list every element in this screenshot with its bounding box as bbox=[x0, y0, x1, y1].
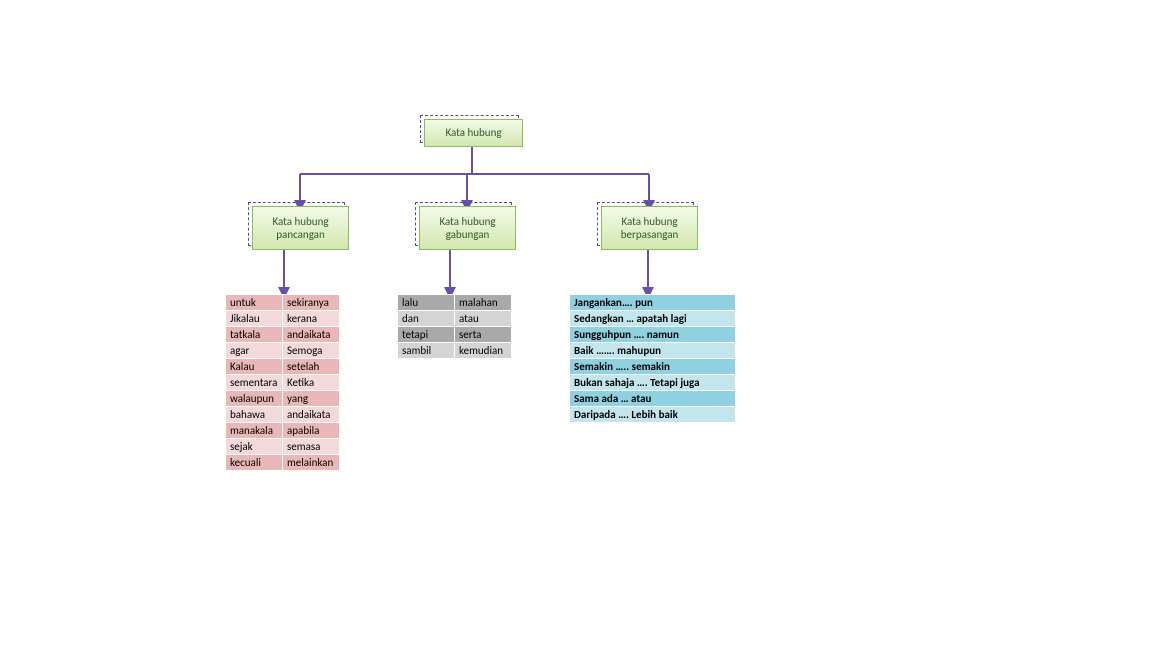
child-node-gabungan: Kata hubung gabungan bbox=[419, 206, 516, 250]
table-cell: dan bbox=[398, 311, 455, 327]
child-label: Kata hubung berpasangan bbox=[604, 215, 695, 241]
table-cell: Ketika bbox=[283, 375, 340, 391]
table-cell: Daripada …. Lebih baik bbox=[570, 407, 736, 423]
table-cell: Sedangkan … apatah lagi bbox=[570, 311, 736, 327]
table-cell: Sama ada … atau bbox=[570, 391, 736, 407]
table-cell: sejak bbox=[226, 439, 283, 455]
table-cell: kerana bbox=[283, 311, 340, 327]
table-cell: melainkan bbox=[283, 455, 340, 471]
table-cell: agar bbox=[226, 343, 283, 359]
table-cell: andaikata bbox=[283, 407, 340, 423]
table-cell: Semoga bbox=[283, 343, 340, 359]
table-cell: bahawa bbox=[226, 407, 283, 423]
table-cell: kemudian bbox=[455, 343, 512, 359]
table-cell: manakala bbox=[226, 423, 283, 439]
table-cell: Bukan sahaja …. Tetapi juga bbox=[570, 375, 736, 391]
table-cell: sambil bbox=[398, 343, 455, 359]
table-cell: setelah bbox=[283, 359, 340, 375]
child-node-pancangan: Kata hubung pancangan bbox=[252, 206, 349, 250]
table-cell: Jikalau bbox=[226, 311, 283, 327]
table-cell: Semakin ….. semakin bbox=[570, 359, 736, 375]
table-cell: kecuali bbox=[226, 455, 283, 471]
table-cell: tetapi bbox=[398, 327, 455, 343]
table-cell: Kalau bbox=[226, 359, 283, 375]
table-cell: untuk bbox=[226, 295, 283, 311]
root-label: Kata hubung bbox=[445, 126, 501, 139]
table-cell: Jangankan…. pun bbox=[570, 295, 736, 311]
table-cell: Sungguhpun …. namun bbox=[570, 327, 736, 343]
table-cell: Baik ……. mahupun bbox=[570, 343, 736, 359]
table-cell: atau bbox=[455, 311, 512, 327]
table-cell: apabila bbox=[283, 423, 340, 439]
table-cell: malahan bbox=[455, 295, 512, 311]
table-cell: yang bbox=[283, 391, 340, 407]
child-node-berpasangan: Kata hubung berpasangan bbox=[601, 206, 698, 250]
table-pancangan: untuksekiranyaJikalaukeranatatkalaandaik… bbox=[225, 294, 340, 471]
table-cell: lalu bbox=[398, 295, 455, 311]
table-gabungan: lalumalahandanatautetapisertasambilkemud… bbox=[397, 294, 512, 359]
table-cell: serta bbox=[455, 327, 512, 343]
table-berpasangan: Jangankan…. punSedangkan … apatah lagiSu… bbox=[569, 294, 736, 423]
child-label: Kata hubung gabungan bbox=[422, 215, 513, 241]
table-cell: andaikata bbox=[283, 327, 340, 343]
table-cell: semasa bbox=[283, 439, 340, 455]
table-cell: sekiranya bbox=[283, 295, 340, 311]
table-cell: tatkala bbox=[226, 327, 283, 343]
table-cell: sementara bbox=[226, 375, 283, 391]
table-cell: walaupun bbox=[226, 391, 283, 407]
child-label: Kata hubung pancangan bbox=[255, 215, 346, 241]
root-node: Kata hubung bbox=[424, 119, 523, 147]
